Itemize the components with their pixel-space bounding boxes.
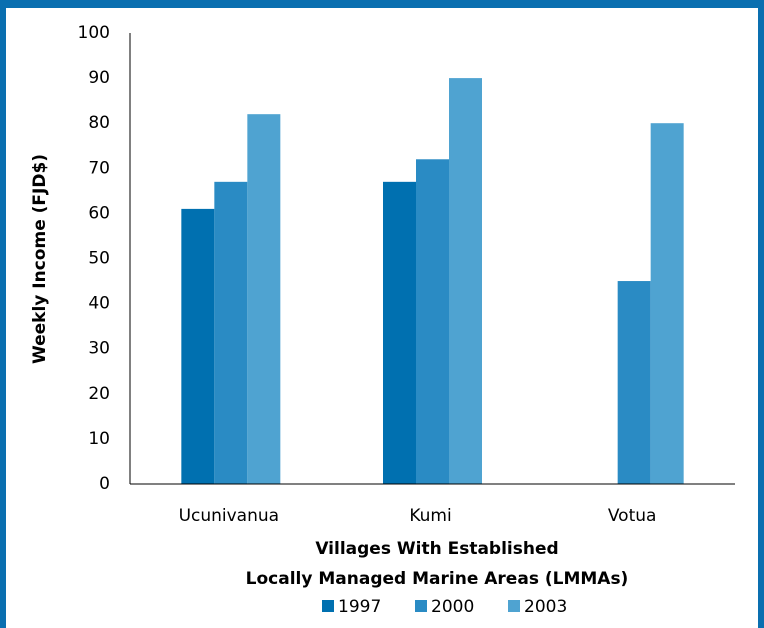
legend-swatch [322, 600, 334, 612]
x-axis-label: Villages With Established [315, 539, 558, 559]
y-tick-label: 60 [88, 203, 110, 223]
y-tick-label: 20 [88, 384, 110, 404]
legend-label: 2000 [431, 597, 474, 617]
bar [617, 281, 651, 484]
x-tick-label: Ucunivanua [179, 506, 280, 526]
legend-swatch [415, 600, 427, 612]
y-tick-label: 70 [88, 158, 110, 178]
legend-label: 2003 [524, 597, 567, 617]
y-tick-label: 30 [88, 339, 110, 359]
legend-label: 1997 [338, 597, 381, 617]
y-tick-label: 100 [78, 23, 110, 43]
legend-swatch [508, 600, 520, 612]
y-tick-label: 80 [88, 113, 110, 133]
bar [416, 159, 449, 484]
y-tick-label: 10 [88, 429, 110, 449]
bar [383, 181, 416, 484]
bar [181, 208, 215, 484]
y-tick-label: 40 [88, 294, 110, 314]
y-tick-label: 90 [88, 68, 110, 88]
x-axis-label: Locally Managed Marine Areas (LMMAs) [246, 569, 629, 589]
y-tick-label: 0 [99, 474, 110, 494]
bar [650, 123, 684, 484]
x-tick-label: Votua [608, 506, 657, 526]
x-tick-label: Kumi [409, 506, 451, 526]
bar [214, 181, 248, 484]
y-axis-label: Weekly Income (FJD$) [30, 154, 50, 364]
bar [449, 78, 482, 484]
y-tick-label: 50 [88, 249, 110, 269]
bar [247, 114, 281, 485]
